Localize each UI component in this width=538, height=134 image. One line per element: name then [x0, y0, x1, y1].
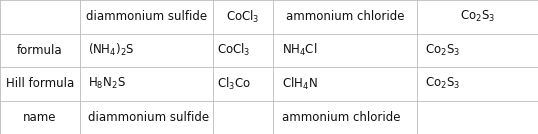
Text: CoCl$_3$: CoCl$_3$: [226, 9, 260, 25]
Text: Co$_2$S$_3$: Co$_2$S$_3$: [460, 9, 495, 24]
Text: Co$_2$S$_3$: Co$_2$S$_3$: [424, 43, 460, 58]
Text: ammonium chloride: ammonium chloride: [282, 111, 400, 124]
Text: CoCl$_3$: CoCl$_3$: [217, 42, 250, 58]
Text: ammonium chloride: ammonium chloride: [286, 10, 405, 23]
Text: ClH$_4$N: ClH$_4$N: [282, 76, 317, 92]
Text: H$_8$N$_2$S: H$_8$N$_2$S: [88, 76, 125, 91]
Text: formula: formula: [17, 44, 62, 57]
Text: name: name: [23, 111, 56, 124]
Text: Co$_2$S$_3$: Co$_2$S$_3$: [424, 76, 460, 91]
Text: diammonium sulfide: diammonium sulfide: [86, 10, 207, 23]
Text: NH$_4$Cl: NH$_4$Cl: [282, 42, 317, 58]
Text: diammonium sulfide: diammonium sulfide: [88, 111, 209, 124]
Text: Cl$_3$Co: Cl$_3$Co: [217, 76, 251, 92]
Text: (NH$_4$)$_2$S: (NH$_4$)$_2$S: [88, 42, 134, 58]
Text: Hill formula: Hill formula: [6, 77, 74, 90]
